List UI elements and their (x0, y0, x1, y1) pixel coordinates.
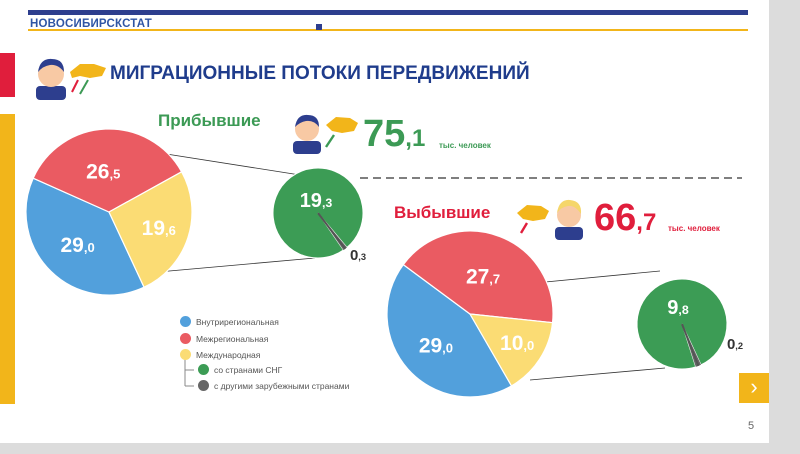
legend-item-international: Международная (180, 349, 260, 360)
departures-person-icon (517, 199, 583, 240)
legend-label-other: с другими зарубежными странами (214, 380, 350, 391)
arrivals-slice-label-2: 19,6 (142, 217, 176, 240)
arrivals-label: Прибывшие (158, 111, 261, 130)
arrivals-slice-label-0: 29,0 (60, 234, 94, 257)
next-slide-button[interactable]: › (739, 373, 769, 403)
departures-slice-label-2: 10,0 (500, 332, 534, 355)
arrivals-connector-line-1 (157, 257, 316, 273)
arrivals-pie-slice-0 (25, 177, 145, 296)
slide-frame (0, 10, 748, 404)
departures-total-dec: 7 (642, 209, 657, 236)
departures-breakdown-label-1: 0,2 (727, 336, 743, 353)
header-navy-bar (28, 10, 748, 15)
left-yellow-accent (0, 114, 15, 404)
arrivals-breakdown-label-0: 19,3 (300, 190, 333, 212)
departures-breakdown-label-0: 9,8 (667, 297, 689, 319)
arrivals-breakdown-label-1: 0,3 (350, 247, 366, 264)
arrivals-total-dec: 1 (411, 125, 426, 152)
page-title: МИГРАЦИОННЫЕ ПОТОКИ ПЕРЕДВИЖЕНИЙ (110, 63, 530, 84)
chevron-right-icon: › (750, 374, 758, 399)
legend-swatch-intraregional (180, 316, 191, 327)
departures-breakdown-other-wedge-line (681, 323, 700, 367)
legend-swatch-other (198, 380, 209, 391)
departures-breakdown-slice-0 (636, 278, 728, 370)
arrivals-total: 75,1 (363, 113, 426, 155)
legend-label-intraregional: Внутрирегиональная (196, 316, 279, 327)
legend-swatch-international (180, 349, 191, 360)
left-red-accent (0, 53, 15, 97)
departures-pie-slice-2 (468, 313, 554, 387)
arrivals-pie-slice-2 (108, 171, 193, 289)
departures-connector-line-1 (529, 367, 666, 381)
arrivals-total-int: 75 (363, 113, 406, 155)
legend-tree-lines (184, 356, 194, 387)
legend-item-other: с другими зарубежными странами (198, 380, 349, 391)
arrivals-connector-line-0 (159, 152, 301, 176)
arrivals-slice-label-1: 26,5 (86, 161, 120, 184)
brand-name: НОВОСИБИРСКСТАТ (30, 18, 152, 30)
departures-unit: тыс. человек (668, 224, 720, 233)
departures-connector-line-0 (534, 270, 661, 284)
slide: НОВОСИБИРСКСТАТ МИГРАЦИОННЫЕ ПОТОКИ ПЕРЕ… (0, 0, 769, 443)
person-map-icon (36, 58, 106, 100)
legend-item-cis: со странами СНГ (198, 364, 282, 375)
header-yellow-line (28, 29, 748, 31)
legend-swatch-interregional (180, 333, 191, 344)
legend-label-cis: со странами СНГ (214, 364, 283, 375)
legend-swatch-cis (198, 364, 209, 375)
page-number: 5 (748, 420, 755, 432)
header-square-marker (316, 24, 322, 30)
departures-slice-label-1: 27,7 (466, 265, 500, 288)
departures-pie-slice-0 (386, 263, 513, 398)
arrivals-unit: тыс. человек (439, 141, 491, 150)
legend-label-interregional: Межрегиональная (196, 333, 269, 344)
arrivals-breakdown-other-wedge-line (317, 212, 347, 250)
departures-slice-label-0: 29,0 (419, 334, 453, 357)
legend-label-international: Международная (196, 349, 261, 360)
departures-label: Выбывшие (394, 203, 491, 222)
departures-pie-slice-1 (402, 230, 554, 324)
legend-item-intraregional: Внутрирегиональная (180, 316, 279, 327)
charts-svg: 29,0 26,5 19,6 19,3 0,3 29,0 27,7 10,0 9,8 0,2 (25, 128, 743, 398)
departures-total: 66,7 (594, 197, 657, 239)
departures-total-int: 66 (594, 197, 637, 239)
arrivals-person-icon (293, 114, 358, 154)
legend-item-interregional: Межрегиональная (180, 333, 268, 344)
arrivals-pie-slice-1 (32, 128, 183, 213)
